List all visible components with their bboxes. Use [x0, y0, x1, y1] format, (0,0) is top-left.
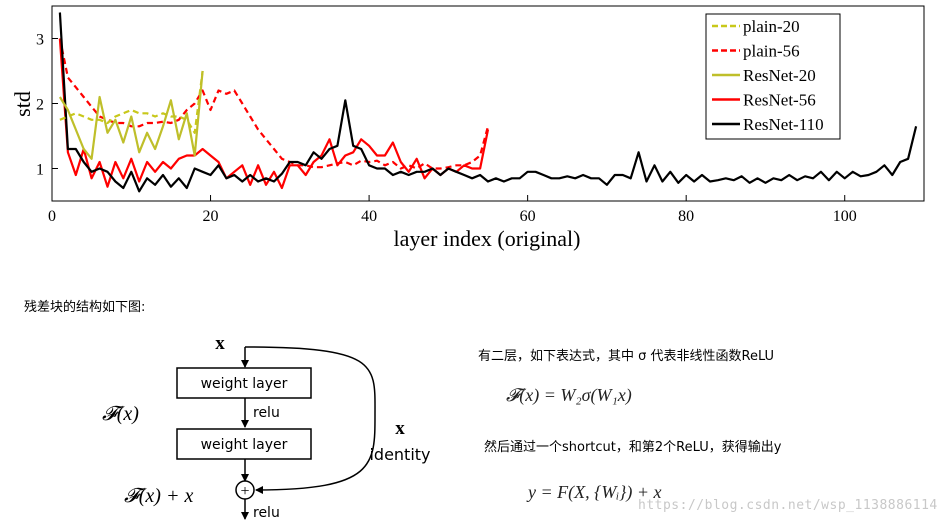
- x-tick-label: 40: [361, 208, 377, 225]
- x-axis-label: layer index (original): [394, 226, 581, 251]
- legend-label: ResNet-56: [743, 91, 816, 110]
- y-axis-label: std: [10, 91, 35, 117]
- legend-label: ResNet-20: [743, 66, 816, 85]
- series-line-resnet-56: [58, 38, 490, 190]
- y-tick-label: 1: [36, 162, 44, 179]
- legend-label: plain-56: [743, 42, 800, 61]
- sum-plus: +: [240, 483, 249, 500]
- legend: plain-20 plain-56 ResNet-20 ResNet-56 ResNet…: [705, 13, 841, 140]
- series-line-resnet-20: [58, 70, 204, 160]
- relu2-label: relu: [253, 505, 280, 521]
- std-chart: 0 20 40 60 80 100 1 2 3 std layer index (origina…: [10, 5, 925, 251]
- intro-text: 残差块的结构如下图:: [24, 300, 146, 315]
- residual-block-diagram: x weight layer relu weight layer + relu …: [102, 333, 431, 521]
- legend-box: [705, 13, 841, 140]
- axis-ticks: 0 20 40 60 80 100 1 2 3: [36, 32, 857, 226]
- weight-layer-2-label: weight layer: [201, 437, 288, 453]
- explanation-line-1: 有二层，如下表达式，其中 σ 代表非线性函数ReLU: [478, 349, 775, 364]
- x-tick-label: 100: [833, 208, 857, 225]
- x-tick-label: 0: [48, 208, 56, 225]
- skip-x-label: x: [395, 418, 405, 439]
- series-line-plain-20: [59, 70, 204, 134]
- input-x-label: x: [215, 333, 225, 354]
- formula-1: 𝓕(x) = W₂σ(W₁x): [506, 385, 632, 405]
- y-tick-label: 3: [36, 32, 44, 49]
- y-tick-label: 2: [36, 97, 44, 114]
- series-line-resnet-110: [58, 12, 918, 193]
- weight-layer-1-label: weight layer: [201, 376, 288, 392]
- series-line-plain-56: [58, 38, 490, 170]
- weight-layer-1: [176, 367, 312, 399]
- x-tick-label: 60: [520, 208, 536, 225]
- plot-lines: [58, 12, 918, 193]
- fx-label: 𝓕(x): [102, 403, 139, 425]
- weight-layer-2: [176, 428, 312, 460]
- relu1-label: relu: [253, 405, 280, 421]
- explanation-line-2: 然后通过一个shortcut，和第2个ReLU，获得输出y: [484, 440, 782, 455]
- fx-plus-x-label: 𝓕(x) + x: [124, 485, 193, 507]
- x-tick-label: 80: [678, 208, 694, 225]
- legend-label: plain-20: [743, 17, 800, 36]
- identity-skip-path: [244, 346, 376, 494]
- x-tick-label: 20: [203, 208, 219, 225]
- identity-label: identity: [369, 445, 430, 464]
- watermark: https://blog.csdn.net/wsp_1138886114: [638, 498, 938, 513]
- legend-label: ResNet-110: [743, 115, 824, 134]
- formula-2: y = F(X, {Wᵢ}) + x: [528, 482, 662, 502]
